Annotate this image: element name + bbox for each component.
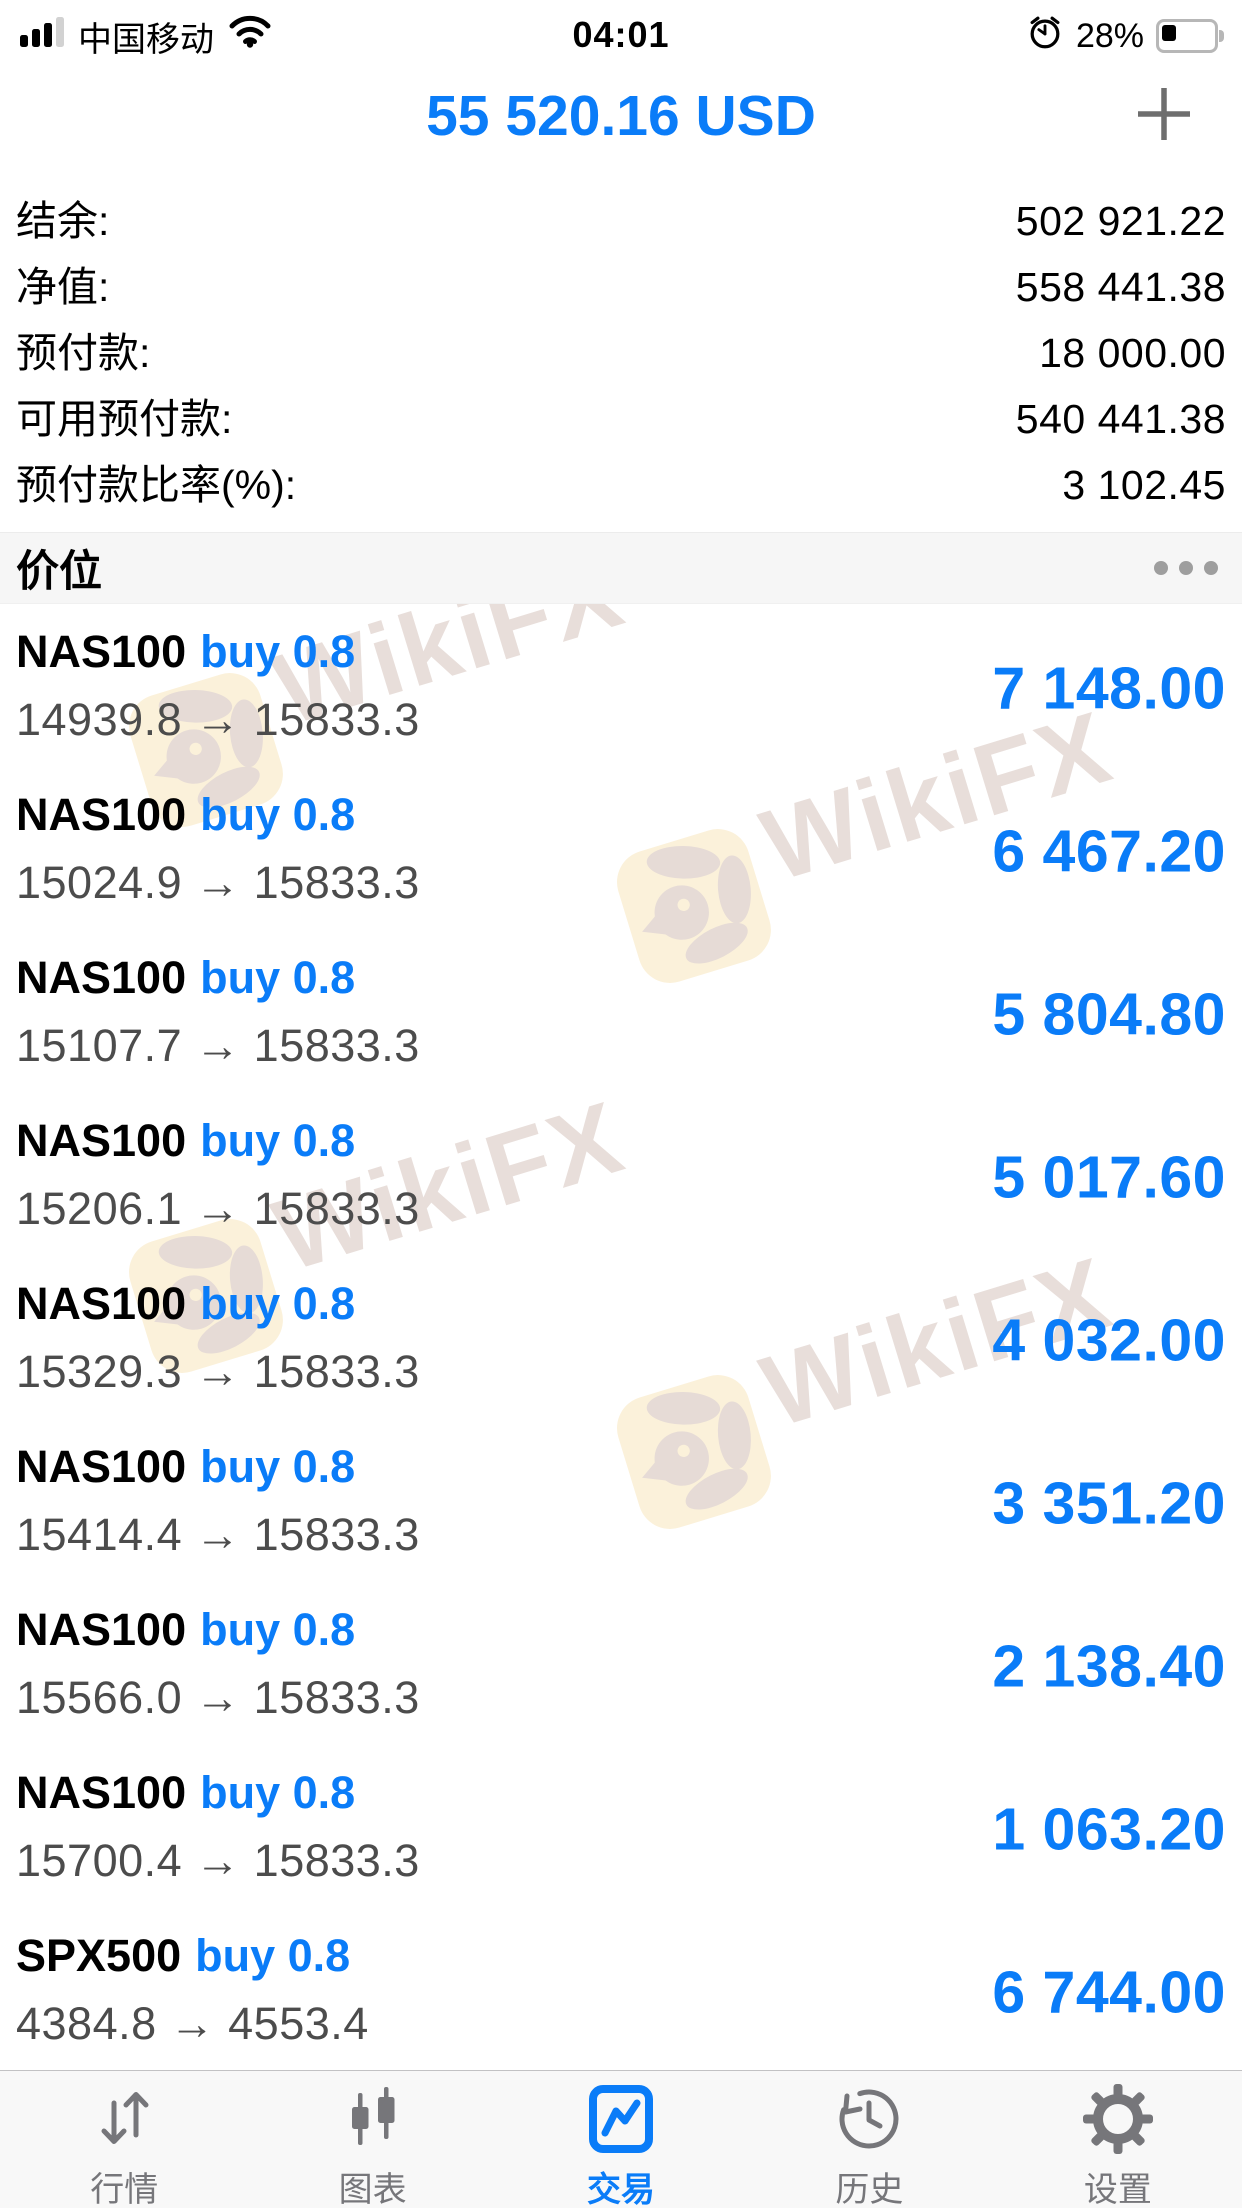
account-label: 结余: <box>16 198 110 244</box>
position-symbol: NAS100 <box>16 1604 187 1655</box>
position-side-volume: buy 0.8 <box>195 1930 351 1981</box>
position-row[interactable]: NAS100 buy 0.8 14939.8 → 15833.3 7 148.00 <box>0 604 1242 767</box>
position-prices: 15700.4 → 15833.3 <box>16 1835 420 1886</box>
positions-list: NAS100 buy 0.8 14939.8 → 15833.3 7 148.00… <box>0 604 1242 2071</box>
position-symbol: NAS100 <box>16 789 187 840</box>
account-value: 3 102.45 <box>1062 462 1226 508</box>
positions-section-bar: 价位 <box>0 532 1242 604</box>
account-label: 可用预付款: <box>16 396 233 442</box>
ellipsis-icon <box>1154 561 1168 575</box>
bottom-tab-bar: 行情 图表 交易 <box>0 2070 1242 2208</box>
alarm-icon <box>1026 13 1064 60</box>
quotes-arrows-icon <box>88 2083 160 2158</box>
tab-label: 交易 <box>587 2171 656 2208</box>
position-symbol: NAS100 <box>16 1441 187 1492</box>
status-left: 中国移动 <box>20 12 272 61</box>
signal-strength-icon <box>20 16 64 56</box>
battery-icon <box>1156 19 1224 53</box>
account-label: 预付款比率(%): <box>16 462 297 508</box>
account-row-balance: 结余: 502 921.22 <box>16 188 1226 254</box>
position-prices: 15107.7 → 15833.3 <box>16 1020 420 1071</box>
position-row[interactable]: NAS100 buy 0.8 15329.3 → 15833.3 4 032.00 <box>0 1256 1242 1419</box>
position-prices: 4384.8 → 4553.4 <box>16 1998 369 2049</box>
status-right: 28% <box>1026 13 1224 60</box>
position-symbol: NAS100 <box>16 1767 187 1818</box>
history-clock-icon <box>833 2083 905 2158</box>
trade-line-icon <box>585 2083 657 2158</box>
account-label: 预付款: <box>16 330 151 376</box>
section-title: 价位 <box>16 548 102 596</box>
account-value: 18 000.00 <box>1039 330 1226 376</box>
position-symbol: NAS100 <box>16 1115 187 1166</box>
tab-label: 图表 <box>338 2171 407 2208</box>
position-profit: 5 017.60 <box>992 1144 1226 1211</box>
position-row[interactable]: SPX500 buy 0.8 4384.8 → 4553.4 6 744.00 <box>0 1908 1242 2071</box>
position-row[interactable]: NAS100 buy 0.8 15107.7 → 15833.3 5 804.80 <box>0 930 1242 1093</box>
tab-quotes[interactable]: 行情 <box>0 2071 248 2208</box>
tab-trade[interactable]: 交易 <box>497 2071 745 2208</box>
position-profit: 4 032.00 <box>992 1307 1226 1374</box>
clock-time: 04:01 <box>572 14 670 55</box>
position-side-volume: buy 0.8 <box>200 1767 356 1818</box>
position-prices: 15566.0 → 15833.3 <box>16 1672 420 1723</box>
candlestick-chart-icon <box>337 2083 409 2158</box>
section-menu-button[interactable] <box>1146 547 1226 589</box>
position-row[interactable]: NAS100 buy 0.8 15206.1 → 15833.3 5 017.60 <box>0 1093 1242 1256</box>
position-symbol: NAS100 <box>16 1278 187 1329</box>
position-symbol: NAS100 <box>16 952 187 1003</box>
account-value: 502 921.22 <box>1015 198 1226 244</box>
position-row[interactable]: NAS100 buy 0.8 15414.4 → 15833.3 3 351.20 <box>0 1419 1242 1582</box>
plus-icon <box>1132 88 1196 149</box>
position-prices: 15414.4 → 15833.3 <box>16 1509 420 1560</box>
position-side-volume: buy 0.8 <box>200 1604 356 1655</box>
position-row[interactable]: NAS100 buy 0.8 15024.9 → 15833.3 6 467.20 <box>0 767 1242 930</box>
account-value: 540 441.38 <box>1015 396 1226 442</box>
position-symbol: NAS100 <box>16 626 187 677</box>
status-bar: 中国移动 04:01 28% <box>0 0 1242 62</box>
position-row[interactable]: NAS100 buy 0.8 15566.0 → 15833.3 2 138.40 <box>0 1582 1242 1745</box>
position-side-volume: buy 0.8 <box>200 1278 356 1329</box>
position-profit: 1 063.20 <box>992 1796 1226 1863</box>
add-order-button[interactable] <box>1122 72 1206 156</box>
position-side-volume: buy 0.8 <box>200 1115 356 1166</box>
account-row-equity: 净值: 558 441.38 <box>16 254 1226 320</box>
position-symbol: SPX500 <box>16 1930 182 1981</box>
position-row[interactable]: NAS100 buy 0.8 15700.4 → 15833.3 1 063.20 <box>0 1745 1242 1908</box>
position-profit: 2 138.40 <box>992 1633 1226 1700</box>
account-row-free-margin: 可用预付款: 540 441.38 <box>16 386 1226 452</box>
position-side-volume: buy 0.8 <box>200 626 356 677</box>
tab-label: 设置 <box>1083 2171 1152 2208</box>
account-label: 净值: <box>16 264 110 310</box>
position-side-volume: buy 0.8 <box>200 1441 356 1492</box>
gear-icon <box>1082 2083 1154 2158</box>
position-side-volume: buy 0.8 <box>200 952 356 1003</box>
account-row-margin-level: 预付款比率(%): 3 102.45 <box>16 452 1226 518</box>
position-profit: 7 148.00 <box>992 655 1226 722</box>
account-value: 558 441.38 <box>1015 264 1226 310</box>
position-prices: 15024.9 → 15833.3 <box>16 857 420 908</box>
position-profit: 5 804.80 <box>992 981 1226 1048</box>
battery-percent-label: 28% <box>1075 16 1144 55</box>
position-profit: 3 351.20 <box>992 1470 1226 1537</box>
tab-history[interactable]: 历史 <box>745 2071 993 2208</box>
position-profit: 6 744.00 <box>992 1959 1226 2026</box>
tab-charts[interactable]: 图表 <box>248 2071 496 2208</box>
account-summary: 结余: 502 921.22 净值: 558 441.38 预付款: 18 00… <box>0 170 1242 518</box>
tab-label: 历史 <box>835 2171 904 2208</box>
wifi-icon <box>228 15 272 58</box>
position-side-volume: buy 0.8 <box>200 789 356 840</box>
tab-label: 行情 <box>90 2171 159 2208</box>
carrier-label: 中国移动 <box>78 20 214 59</box>
account-balance-title: 55 520.16 USD <box>426 84 816 148</box>
tab-settings[interactable]: 设置 <box>994 2071 1242 2208</box>
balance-header: 55 520.16 USD <box>0 62 1242 170</box>
position-profit: 6 467.20 <box>992 818 1226 885</box>
account-row-margin: 预付款: 18 000.00 <box>16 320 1226 386</box>
